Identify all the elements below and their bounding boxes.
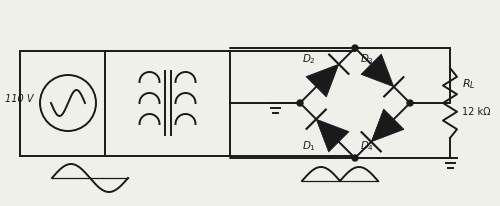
Text: $D_1$: $D_1$ bbox=[302, 138, 316, 152]
Polygon shape bbox=[371, 109, 404, 142]
Text: 110 V: 110 V bbox=[5, 94, 34, 103]
Circle shape bbox=[297, 101, 303, 107]
Text: 12 kΩ: 12 kΩ bbox=[462, 107, 490, 116]
Text: $D_2$: $D_2$ bbox=[302, 52, 316, 66]
Circle shape bbox=[352, 46, 358, 52]
Text: $D_3$: $D_3$ bbox=[360, 52, 374, 66]
Text: $R_L$: $R_L$ bbox=[462, 77, 475, 90]
Circle shape bbox=[407, 101, 413, 107]
Circle shape bbox=[352, 155, 358, 161]
Text: $D_4$: $D_4$ bbox=[360, 138, 374, 152]
Polygon shape bbox=[316, 120, 349, 152]
Polygon shape bbox=[306, 65, 339, 97]
Polygon shape bbox=[361, 55, 394, 87]
